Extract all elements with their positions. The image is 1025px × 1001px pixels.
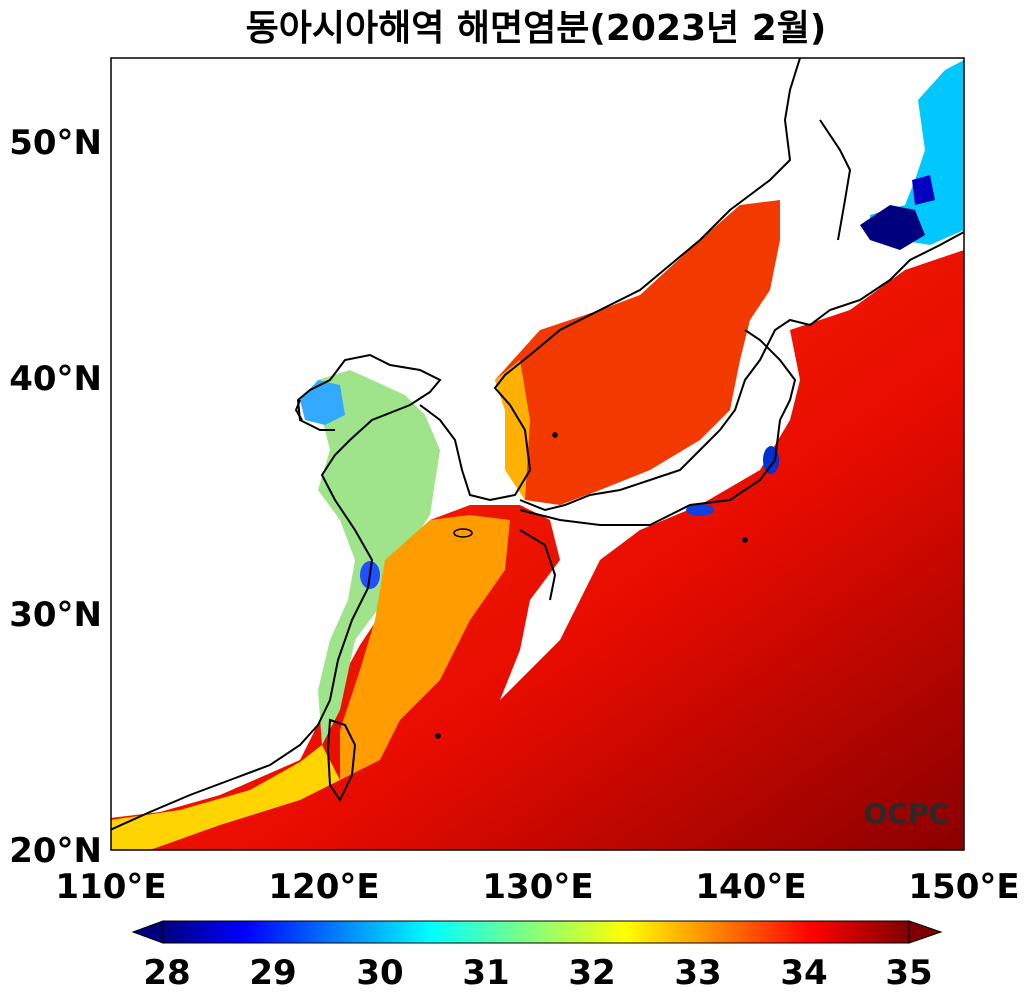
tick-label-140E: 140°E xyxy=(695,867,806,907)
okhotsk-low xyxy=(860,205,925,250)
yellow-sea-salinity xyxy=(318,370,440,745)
tick-label-110E: 110°E xyxy=(55,867,166,907)
colorbar-tick-33: 33 xyxy=(674,953,721,993)
east-sea-edge-yellow xyxy=(495,360,530,500)
colorbar-tick-31: 31 xyxy=(462,953,509,993)
coastal-yellow xyxy=(111,745,340,850)
tick-label-30N: 30°N xyxy=(9,595,102,635)
colorbar-tick-30: 30 xyxy=(356,953,403,993)
tick-label-150E: 150°E xyxy=(908,867,1019,907)
colorbar-tick-32: 32 xyxy=(568,953,615,993)
coastlines xyxy=(111,58,964,831)
east-china-sea-salinity xyxy=(340,515,510,780)
tick-label-120E: 120°E xyxy=(268,867,379,907)
longitude-axis: 110°E 120°E 130°E 140°E 150°E xyxy=(55,867,1019,907)
colorbar-high-extension xyxy=(908,920,943,944)
map-title: 동아시아해역 해면염분(2023년 2월) xyxy=(246,8,827,49)
east-sea-salinity xyxy=(495,200,780,505)
map-frame xyxy=(110,57,965,851)
plume-ise xyxy=(686,504,714,516)
colorbar: 28 29 30 31 32 33 34 35 xyxy=(131,920,943,993)
tick-label-20N: 20°N xyxy=(9,831,102,871)
colorbar-tick-29: 29 xyxy=(249,953,296,993)
colorbar-gradient xyxy=(162,920,910,944)
okhotsk-salinity xyxy=(870,60,964,245)
tick-label-40N: 40°N xyxy=(9,359,102,399)
ocpc-watermark: OCPC xyxy=(864,797,949,830)
tick-label-50N: 50°N xyxy=(9,123,102,163)
tick-label-130E: 130°E xyxy=(482,867,593,907)
colorbar-tick-35: 35 xyxy=(885,953,932,993)
colorbar-tick-28: 28 xyxy=(143,953,190,993)
salinity-field xyxy=(111,58,964,850)
okhotsk-low-2 xyxy=(912,175,935,205)
bohai-salinity xyxy=(300,380,345,425)
latitude-axis: 20°N 30°N 40°N 50°N xyxy=(9,123,102,871)
colorbar-tick-34: 34 xyxy=(780,953,827,993)
colorbar-low-extension xyxy=(131,920,164,944)
pacific-salinity xyxy=(111,250,964,850)
islands xyxy=(435,432,748,739)
